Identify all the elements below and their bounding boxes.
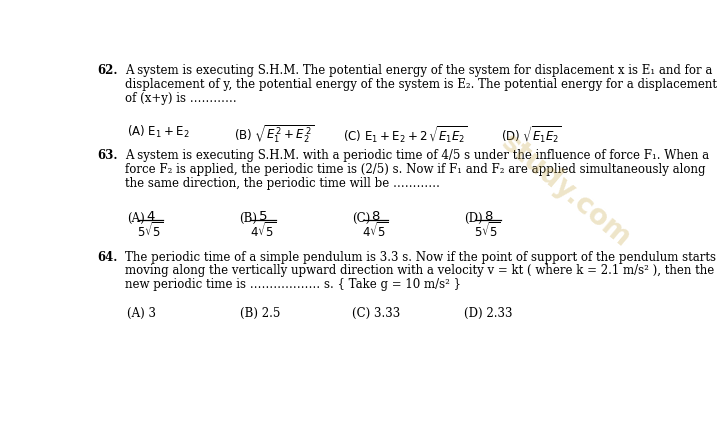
Text: study.com: study.com (495, 129, 636, 253)
Text: (A) $\mathrm{E_1 + E_2}$: (A) $\mathrm{E_1 + E_2}$ (127, 124, 190, 140)
Text: new periodic time is ……………… s. { Take g = 10 m/s² }: new periodic time is ……………… s. { Take g … (125, 278, 461, 291)
Text: 4: 4 (146, 211, 155, 223)
Text: 64.: 64. (97, 251, 117, 264)
Text: moving along the vertically upward direction with a velocity v = kt ( where k = : moving along the vertically upward direc… (125, 265, 715, 277)
Text: (D): (D) (464, 212, 483, 225)
Text: of (x+y) is …………: of (x+y) is ………… (125, 92, 237, 105)
Text: force F₂ is applied, the periodic time is (2/5) s. Now if F₁ and F₂ are applied : force F₂ is applied, the periodic time i… (125, 163, 706, 176)
Text: $4\sqrt{5}$: $4\sqrt{5}$ (362, 221, 389, 240)
Text: (A) 3: (A) 3 (127, 307, 156, 320)
Text: (C) 3.33: (C) 3.33 (352, 307, 400, 320)
Text: A system is executing S.H.M. The potential energy of the system for displacement: A system is executing S.H.M. The potenti… (125, 64, 713, 77)
Text: 8: 8 (484, 211, 492, 223)
Text: $5\sqrt{5}$: $5\sqrt{5}$ (137, 221, 164, 240)
Text: (C): (C) (352, 212, 370, 225)
Text: (A): (A) (127, 212, 145, 225)
Text: (B): (B) (239, 212, 257, 225)
Text: The periodic time of a simple pendulum is 3.3 s. Now if the point of support of : The periodic time of a simple pendulum i… (125, 251, 716, 264)
Text: 63.: 63. (97, 149, 118, 162)
Text: (D) 2.33: (D) 2.33 (464, 307, 513, 320)
Text: A system is executing S.H.M. with a periodic time of 4/5 s under the influence o: A system is executing S.H.M. with a peri… (125, 149, 710, 162)
Text: displacement of y, the potential energy of the system is E₂. The potential energ: displacement of y, the potential energy … (125, 78, 718, 91)
Text: (B) $\sqrt{E_1^{\,2}+E_2^{\,2}}$: (B) $\sqrt{E_1^{\,2}+E_2^{\,2}}$ (234, 124, 315, 145)
Text: 62.: 62. (97, 64, 118, 77)
Text: 5: 5 (259, 211, 268, 223)
Text: (C) $\mathrm{E_1+E_2}+2\,\sqrt{E_1 E_2}$: (C) $\mathrm{E_1+E_2}+2\,\sqrt{E_1 E_2}$ (344, 124, 468, 145)
Text: $4\sqrt{5}$: $4\sqrt{5}$ (249, 221, 276, 240)
Text: (B) 2.5: (B) 2.5 (239, 307, 280, 320)
Text: (D) $\sqrt{E_1 E_2}$: (D) $\sqrt{E_1 E_2}$ (501, 124, 562, 145)
Text: $5\sqrt{5}$: $5\sqrt{5}$ (474, 221, 501, 240)
Text: the same direction, the periodic time will be …………: the same direction, the periodic time wi… (125, 177, 441, 190)
Text: 8: 8 (371, 211, 380, 223)
